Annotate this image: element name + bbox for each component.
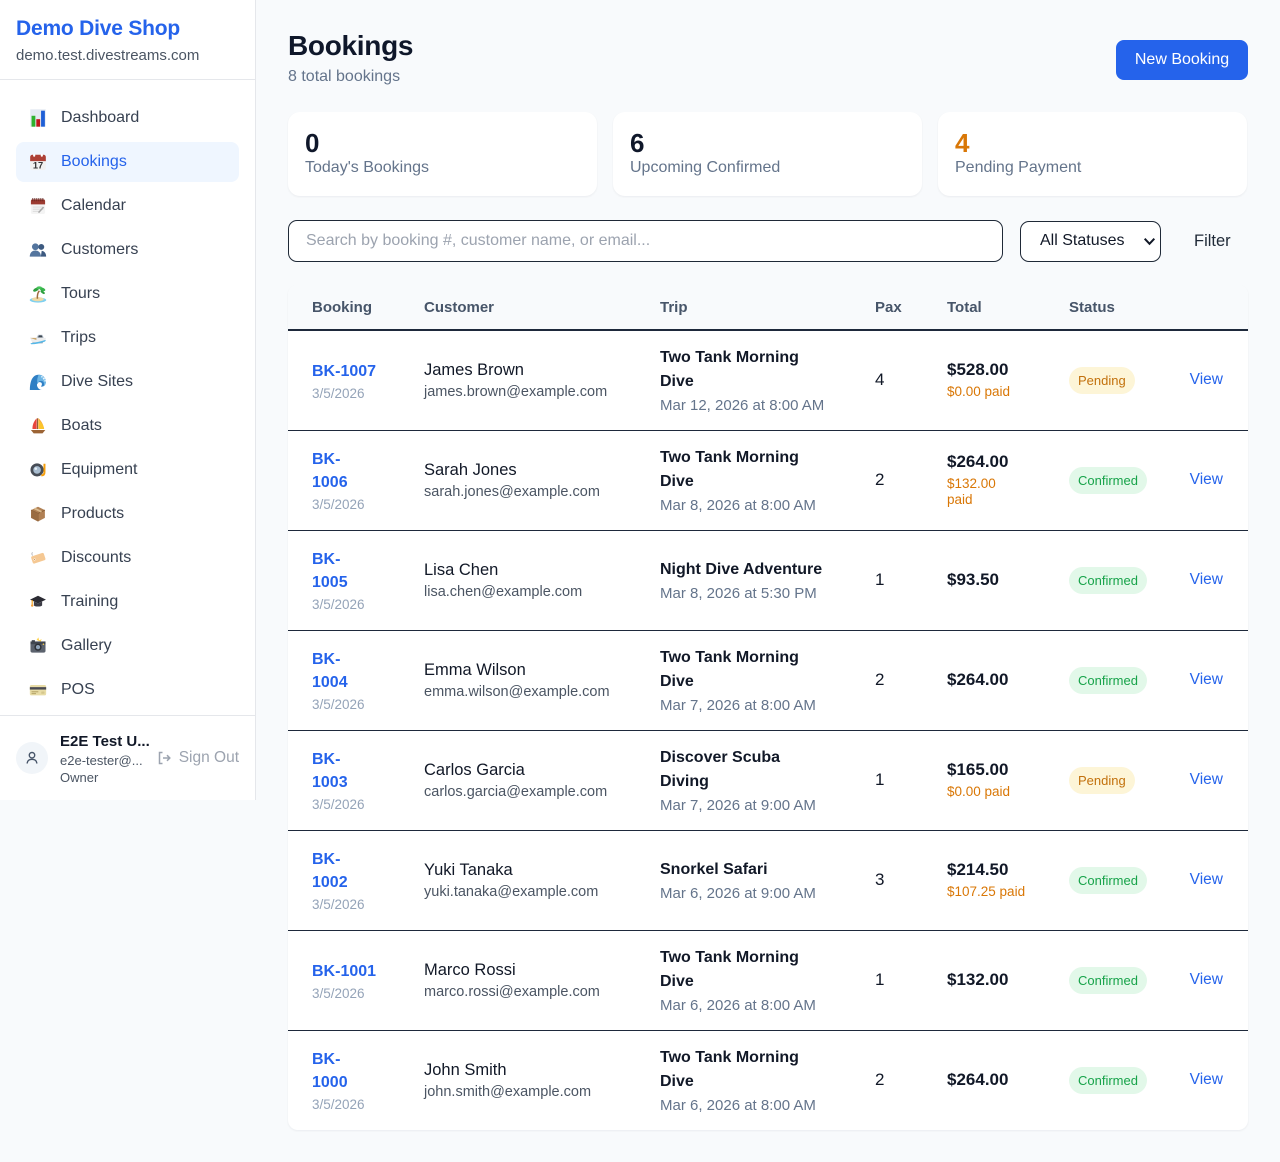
svg-text:17: 17 xyxy=(33,160,43,170)
